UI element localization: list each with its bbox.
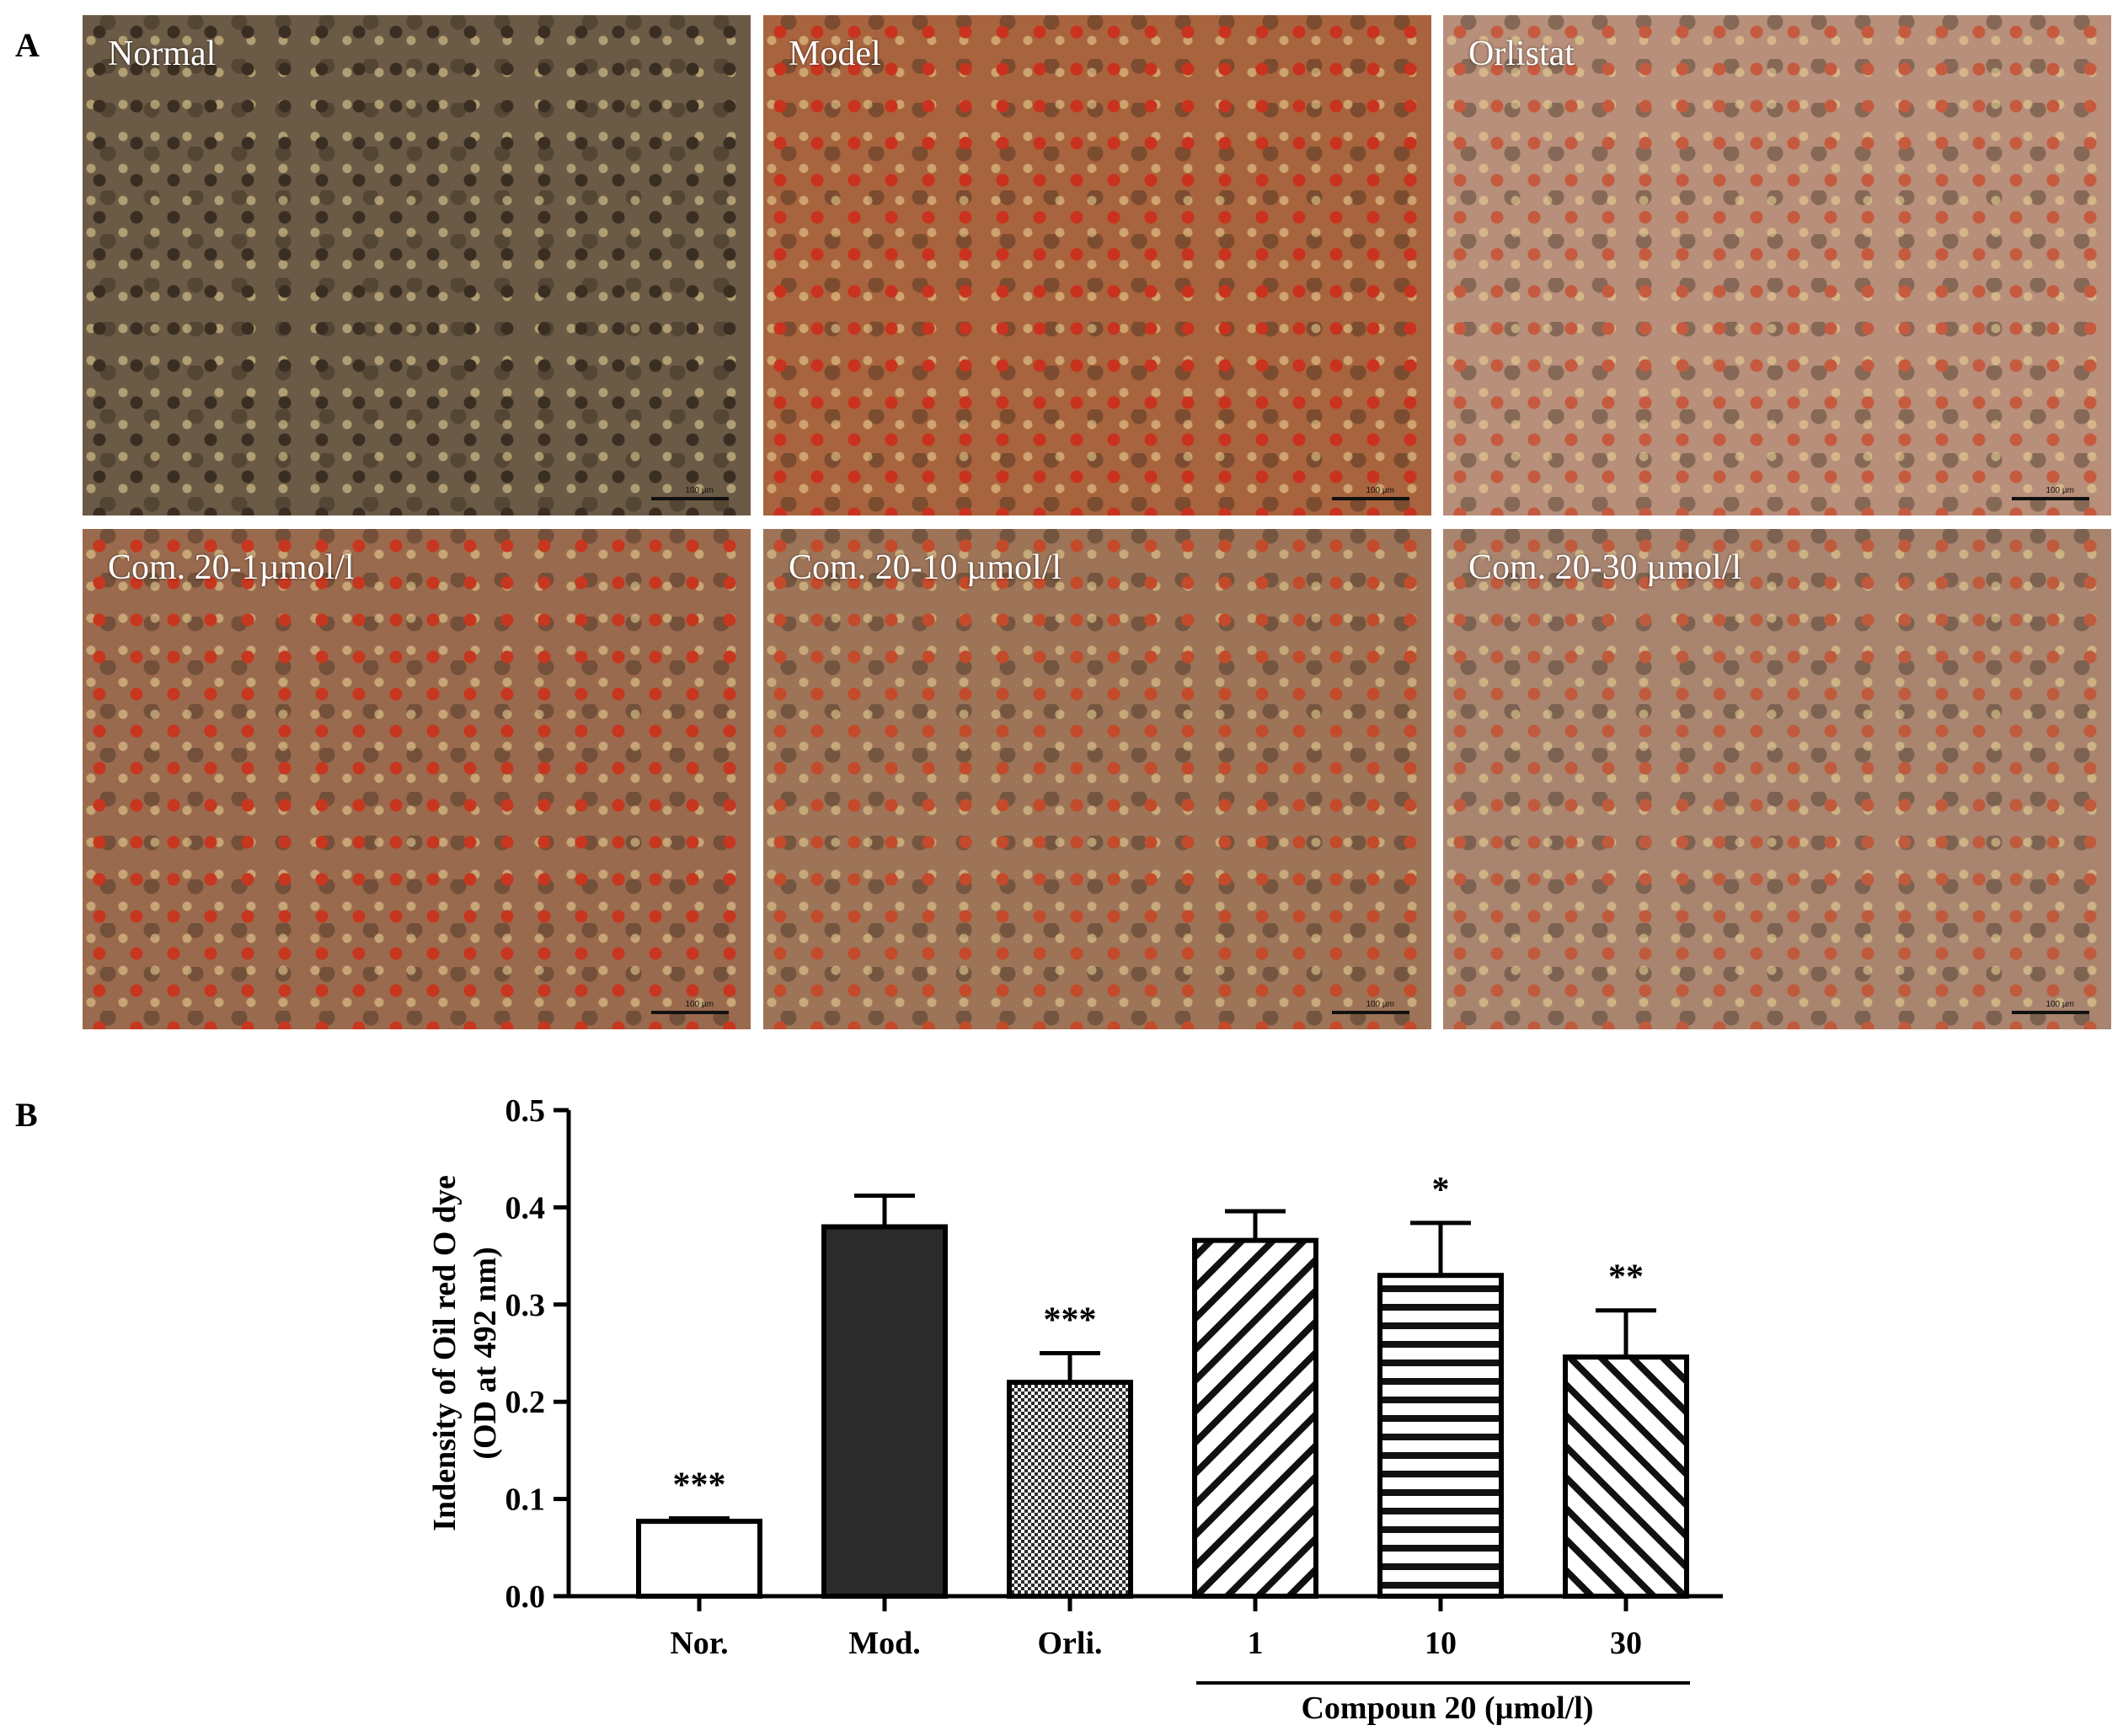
bar-nor — [636, 1519, 762, 1599]
x-tick-label: Orli. — [1037, 1626, 1102, 1661]
micrograph-texture — [763, 529, 1431, 1029]
scale-bar — [651, 1011, 729, 1014]
bar-10 — [1377, 1273, 1504, 1600]
scale-bar-label: 100 µm — [1366, 1000, 1394, 1009]
scale-bar-label: 100 µm — [2045, 1000, 2074, 1009]
micrograph-texture — [763, 15, 1431, 515]
chart-bars — [636, 1194, 1689, 1600]
y-axis-title-line1: Indensity of Oil red O dye — [427, 1175, 463, 1531]
micrograph-texture — [1443, 15, 2111, 515]
scale-bar-label: 100 µm — [685, 1000, 714, 1009]
micrograph-2: Model 100 µm — [763, 15, 1431, 515]
micrograph-5: Com. 20-10 µmol/l 100 µm — [763, 529, 1431, 1029]
scale-bar — [1332, 497, 1409, 500]
significance-label: * — [1432, 1171, 1450, 1210]
micrograph-4: Com. 20-1µmol/l 100 µm — [83, 529, 751, 1029]
x-tick-label: 10 — [1425, 1626, 1457, 1661]
scale-bar — [1332, 1011, 1409, 1014]
bar-mod — [821, 1224, 948, 1599]
y-tick-label: 0.0 — [505, 1579, 546, 1615]
micrograph-1: Normal 100 µm — [83, 15, 751, 515]
scale-bar — [651, 497, 729, 500]
micrograph-label: Normal — [108, 35, 217, 73]
significance-label: *** — [1044, 1301, 1097, 1340]
group-label: Compoun 20 (µmol/l) — [1301, 1691, 1593, 1726]
panel-b-letter: B — [15, 1096, 38, 1134]
scale-bar-label: 100 µm — [2045, 486, 2074, 495]
micrograph-6: Com. 20-30 µmol/l 100 µm — [1443, 529, 2111, 1029]
micrograph-label: Model — [789, 35, 881, 73]
x-tick-label: 30 — [1610, 1626, 1642, 1661]
y-tick-label: 0.1 — [505, 1482, 546, 1518]
scale-bar-label: 100 µm — [1366, 486, 1394, 495]
bar-1 — [1192, 1237, 1318, 1599]
y-tick-label: 0.3 — [505, 1288, 546, 1323]
x-tick-label: Nor. — [670, 1626, 728, 1661]
scale-bar-label: 100 µm — [685, 486, 714, 495]
micrograph-label: Com. 20-1µmol/l — [108, 548, 355, 587]
bar-30 — [1563, 1354, 1689, 1599]
y-tick-label: 0.5 — [505, 1093, 546, 1129]
y-tick-label: 0.4 — [505, 1190, 546, 1226]
x-tick-label: Mod. — [848, 1626, 921, 1661]
micrograph-label: Com. 20-30 µmol/l — [1468, 548, 1742, 587]
micrograph-label: Orlistat — [1468, 35, 1575, 73]
x-tick-label: 1 — [1248, 1626, 1264, 1661]
panel-a-letter: A — [15, 26, 40, 64]
micrograph-texture — [1443, 529, 2111, 1029]
micrograph-3: Orlistat 100 µm — [1443, 15, 2111, 515]
bar-orli — [1007, 1380, 1133, 1599]
scale-bar — [2012, 497, 2089, 500]
micrograph-texture — [83, 15, 751, 515]
scale-bar — [2012, 1011, 2089, 1014]
micrograph-label: Com. 20-10 µmol/l — [789, 548, 1062, 587]
significance-label: *** — [673, 1466, 726, 1505]
y-axis-title: Indensity of Oil red O dye (OD at 492 nm) — [427, 1175, 503, 1531]
y-axis-title-line2: (OD at 492 nm) — [468, 1247, 503, 1459]
y-tick-label: 0.2 — [505, 1385, 546, 1420]
significance-label: ** — [1608, 1258, 1644, 1297]
chart-labels: 0.0 0.1 0.2 0.3 0.4 0.5 Indensity of Oil red O… — [427, 1093, 1644, 1726]
micrograph-texture — [83, 529, 751, 1029]
